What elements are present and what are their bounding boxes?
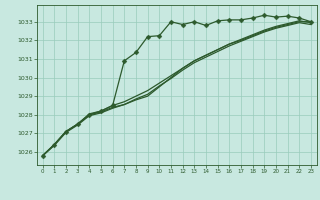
Text: Graphe pression niveau de la mer (hPa): Graphe pression niveau de la mer (hPa)	[72, 184, 248, 193]
